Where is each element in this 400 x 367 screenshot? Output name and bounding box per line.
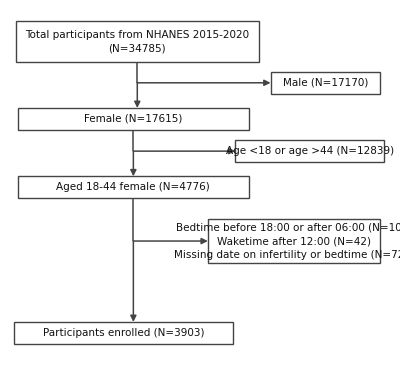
Text: Age <18 or age >44 (N=12839): Age <18 or age >44 (N=12839) — [226, 146, 394, 156]
FancyBboxPatch shape — [235, 140, 384, 162]
Text: Male (N=17170): Male (N=17170) — [283, 78, 368, 88]
Text: Bedtime before 18:00 or after 06:00 (N=108)
Waketime after 12:00 (N=42)
Missing : Bedtime before 18:00 or after 06:00 (N=1… — [174, 222, 400, 259]
Text: Female (N=17615): Female (N=17615) — [84, 114, 182, 124]
FancyBboxPatch shape — [14, 322, 233, 344]
Text: Total participants from NHANES 2015-2020
(N=34785): Total participants from NHANES 2015-2020… — [25, 30, 249, 53]
FancyBboxPatch shape — [18, 176, 249, 198]
Text: Participants enrolled (N=3903): Participants enrolled (N=3903) — [43, 328, 204, 338]
FancyBboxPatch shape — [270, 72, 380, 94]
FancyBboxPatch shape — [16, 21, 259, 62]
FancyBboxPatch shape — [18, 108, 249, 130]
Text: Aged 18-44 female (N=4776): Aged 18-44 female (N=4776) — [56, 182, 210, 192]
FancyBboxPatch shape — [208, 219, 380, 263]
